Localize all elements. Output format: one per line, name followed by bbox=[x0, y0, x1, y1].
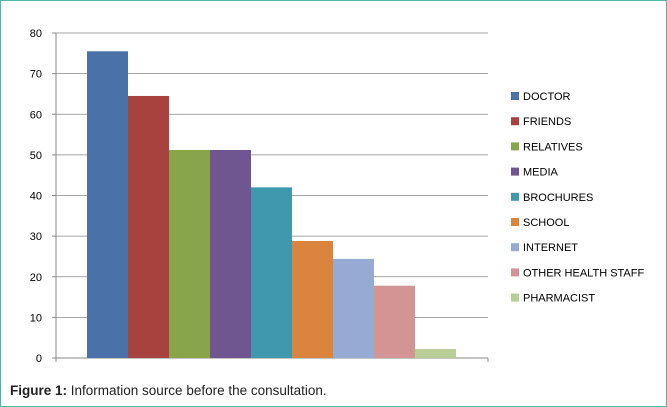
legend-label-media: MEDIA bbox=[523, 167, 559, 179]
y-tick-label: 70 bbox=[30, 69, 42, 81]
caption-label: Figure 1: bbox=[10, 383, 67, 398]
bar-pharmacist bbox=[415, 349, 456, 358]
legend-label-brochures: BROCHURES bbox=[523, 192, 593, 204]
bar-school bbox=[292, 241, 333, 358]
bars bbox=[87, 51, 456, 358]
bar-other-health-staff bbox=[374, 286, 415, 358]
legend-swatch-relatives bbox=[511, 142, 519, 150]
bar-relatives bbox=[169, 150, 210, 358]
legend-label-doctor: DOCTOR bbox=[523, 91, 571, 103]
bar-internet bbox=[333, 259, 374, 358]
figure-caption: Figure 1: Information source before the … bbox=[10, 383, 327, 398]
bar-brochures bbox=[251, 187, 292, 358]
bar-chart: 0 10 20 30 40 50 60 70 80 DOCTOR FRIENDS RELATIVES… bbox=[1, 1, 666, 381]
y-tick-label: 20 bbox=[30, 272, 42, 284]
y-tick-label: 40 bbox=[30, 191, 42, 203]
legend-swatch-media bbox=[511, 168, 519, 176]
legend-label-pharmacist: PHARMACIST bbox=[523, 293, 595, 305]
legend-swatch-internet bbox=[511, 243, 519, 251]
legend-swatch-school bbox=[511, 218, 519, 226]
y-tick-label: 60 bbox=[30, 109, 42, 121]
bar-media bbox=[210, 150, 251, 358]
legend-swatch-friends bbox=[511, 117, 519, 125]
legend-swatch-other-health-staff bbox=[511, 268, 519, 276]
legend-label-relatives: RELATIVES bbox=[523, 141, 583, 153]
legend-label-internet: INTERNET bbox=[523, 242, 578, 254]
legend-swatch-doctor bbox=[511, 92, 519, 100]
caption-text: Information source before the consultati… bbox=[67, 383, 327, 398]
legend-swatch-brochures bbox=[511, 193, 519, 201]
legend-label-friends: FRIENDS bbox=[523, 116, 571, 128]
legend-swatch-pharmacist bbox=[511, 294, 519, 302]
legend: DOCTOR FRIENDS RELATIVES MEDIA BROCHURES SCHO… bbox=[511, 91, 644, 305]
y-tick-label: 50 bbox=[30, 150, 42, 162]
y-tick-label: 80 bbox=[30, 28, 42, 40]
legend-label-other-health-staff: OTHER HEALTH STAFF bbox=[523, 267, 644, 279]
bar-doctor bbox=[87, 51, 128, 358]
y-tick-label: 10 bbox=[30, 312, 42, 324]
y-tick-label: 0 bbox=[36, 353, 42, 365]
legend-label-school: SCHOOL bbox=[523, 217, 569, 229]
y-tick-label: 30 bbox=[30, 231, 42, 243]
bar-friends bbox=[128, 96, 169, 358]
